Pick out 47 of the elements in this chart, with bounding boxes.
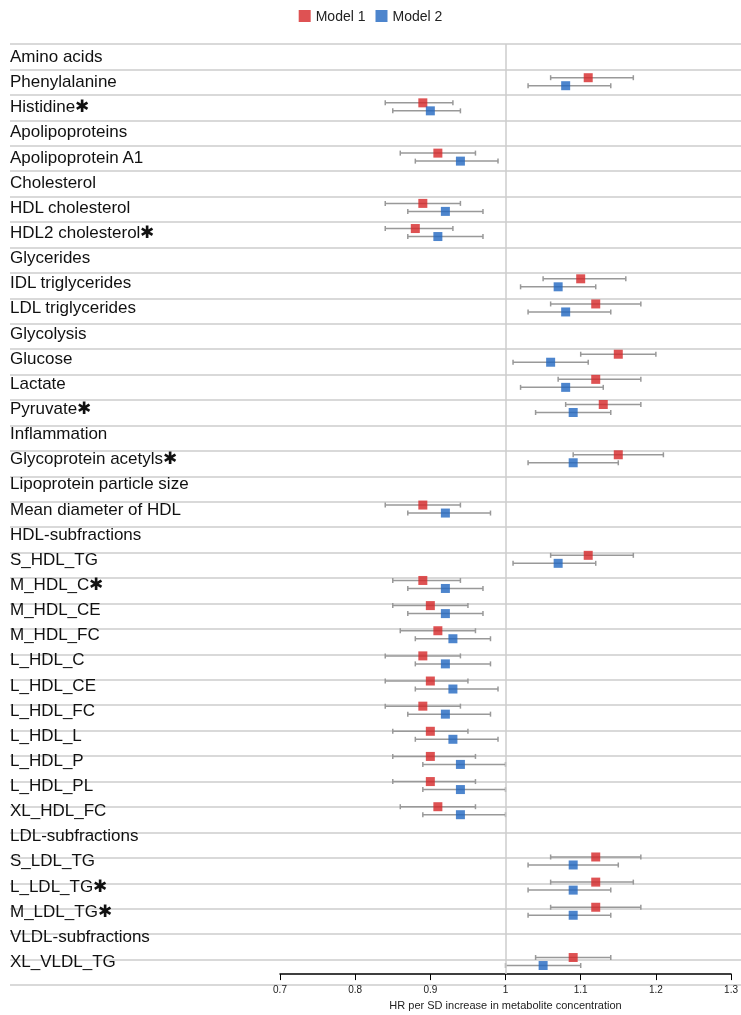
y-tick-label: LDL triglycerides: [10, 298, 136, 318]
y-tick-label: VLDL-subfractions: [10, 926, 150, 946]
y-tick-label: HDL cholesterol: [10, 197, 131, 217]
y-tick-label: M_HDL_FC: [10, 625, 100, 645]
y-tick-label: Mean diameter of HDL: [10, 499, 182, 519]
y-tick-label: Histidine✱: [10, 97, 90, 117]
y-tick-label: Glycoprotein acetyls✱: [10, 449, 178, 469]
y-tick-label: Apolipoproteins: [10, 122, 128, 142]
y-tick-label: L_HDL_CE: [10, 675, 96, 695]
legend-label: Model 2: [392, 8, 443, 24]
y-tick-label: Lipoprotein particle size: [10, 474, 189, 494]
y-tick-label: Apolipoprotein A1: [10, 147, 144, 167]
y-tick-label: Glycerides: [10, 248, 91, 268]
x-tick-label: 0.9: [423, 983, 438, 995]
y-tick-label: LDL-subfractions: [10, 826, 139, 846]
y-tick-label: S_LDL_TG: [10, 851, 96, 871]
y-tick-label: Inflammation: [10, 424, 108, 444]
x-tick-label: 1.3: [724, 983, 739, 995]
y-tick-label: Amino acids: [10, 47, 103, 67]
y-tick-label: S_HDL_TG: [10, 549, 98, 569]
y-tick-label: L_HDL_P: [10, 750, 84, 770]
x-tick-label: 1.1: [573, 983, 589, 995]
legend-label: Model 1: [315, 8, 366, 24]
y-tick-label: Lactate: [10, 373, 66, 393]
y-tick-label: M_HDL_C✱: [10, 574, 104, 594]
x-axis-title: HR per SD increase in metabolite concentration: [389, 998, 622, 1011]
y-tick-label: Glycolysis: [10, 323, 87, 343]
y-tick-label: HDL-subfractions: [10, 524, 142, 544]
y-tick-label: L_HDL_L: [10, 725, 82, 745]
y-tick-label: IDL triglycerides: [10, 273, 132, 293]
y-tick-label: Cholesterol: [10, 172, 96, 192]
y-tick-label: M_LDL_TG✱: [10, 901, 112, 921]
y-tick-label: XL_HDL_FC: [10, 801, 107, 821]
y-tick-label: XL_VLDL_TG: [10, 952, 116, 972]
y-tick-label: L_HDL_FC: [10, 700, 96, 720]
y-tick-label: HDL2 cholesterol✱: [10, 223, 155, 243]
y-tick-label: Phenylalanine: [10, 72, 117, 92]
y-tick-label: Glucose: [10, 348, 73, 368]
x-tick-label: 1: [502, 983, 509, 995]
y-tick-label: Pyruvate✱: [10, 399, 92, 418]
y-tick-label: L_HDL_PL: [10, 776, 94, 796]
y-tick-label: M_HDL_CE: [10, 600, 101, 620]
y-tick-label: L_LDL_TG✱: [10, 876, 108, 896]
x-tick-label: 0.7: [273, 983, 288, 995]
x-tick-label: 1.2: [648, 983, 664, 995]
y-tick-label: L_HDL_C: [10, 650, 85, 670]
x-tick-label: 0.8: [348, 983, 363, 995]
